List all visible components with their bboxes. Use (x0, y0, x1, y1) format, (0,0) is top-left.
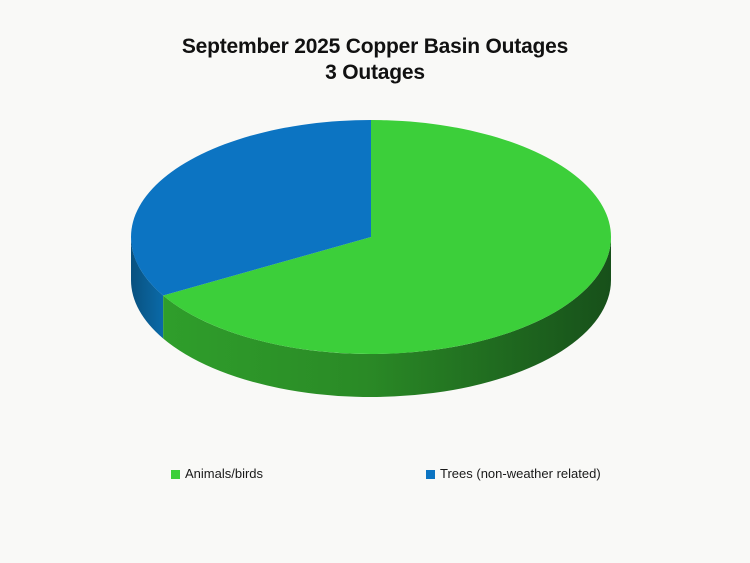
pie-top-surface (131, 120, 611, 355)
pie-slice[interactable] (131, 120, 371, 296)
chart-title-line-1: September 2025 Copper Basin Outages (181, 35, 569, 58)
chart-title: September 2025 Copper Basin Outages 3 Ou… (0, 34, 750, 86)
pie-side-wall (131, 237, 164, 339)
chart-title-line-2: 3 Outages (325, 61, 425, 84)
legend-item-trees-non-weather-related[interactable]: Trees (non-weather related) (426, 462, 601, 486)
legend-item-animals-birds[interactable]: Animals/birds (171, 462, 263, 486)
pie-side-wall (163, 237, 611, 397)
pie-slice[interactable] (163, 120, 611, 355)
pie-3d-sides (131, 237, 611, 397)
legend-swatch-icon (426, 469, 435, 479)
chart-legend: Animals/birds Trees (non-weather related… (0, 462, 750, 490)
legend-label: Animals/birds (185, 466, 264, 481)
legend-label: Trees (non-weather related) (440, 466, 601, 481)
legend-swatch-icon (171, 469, 180, 479)
